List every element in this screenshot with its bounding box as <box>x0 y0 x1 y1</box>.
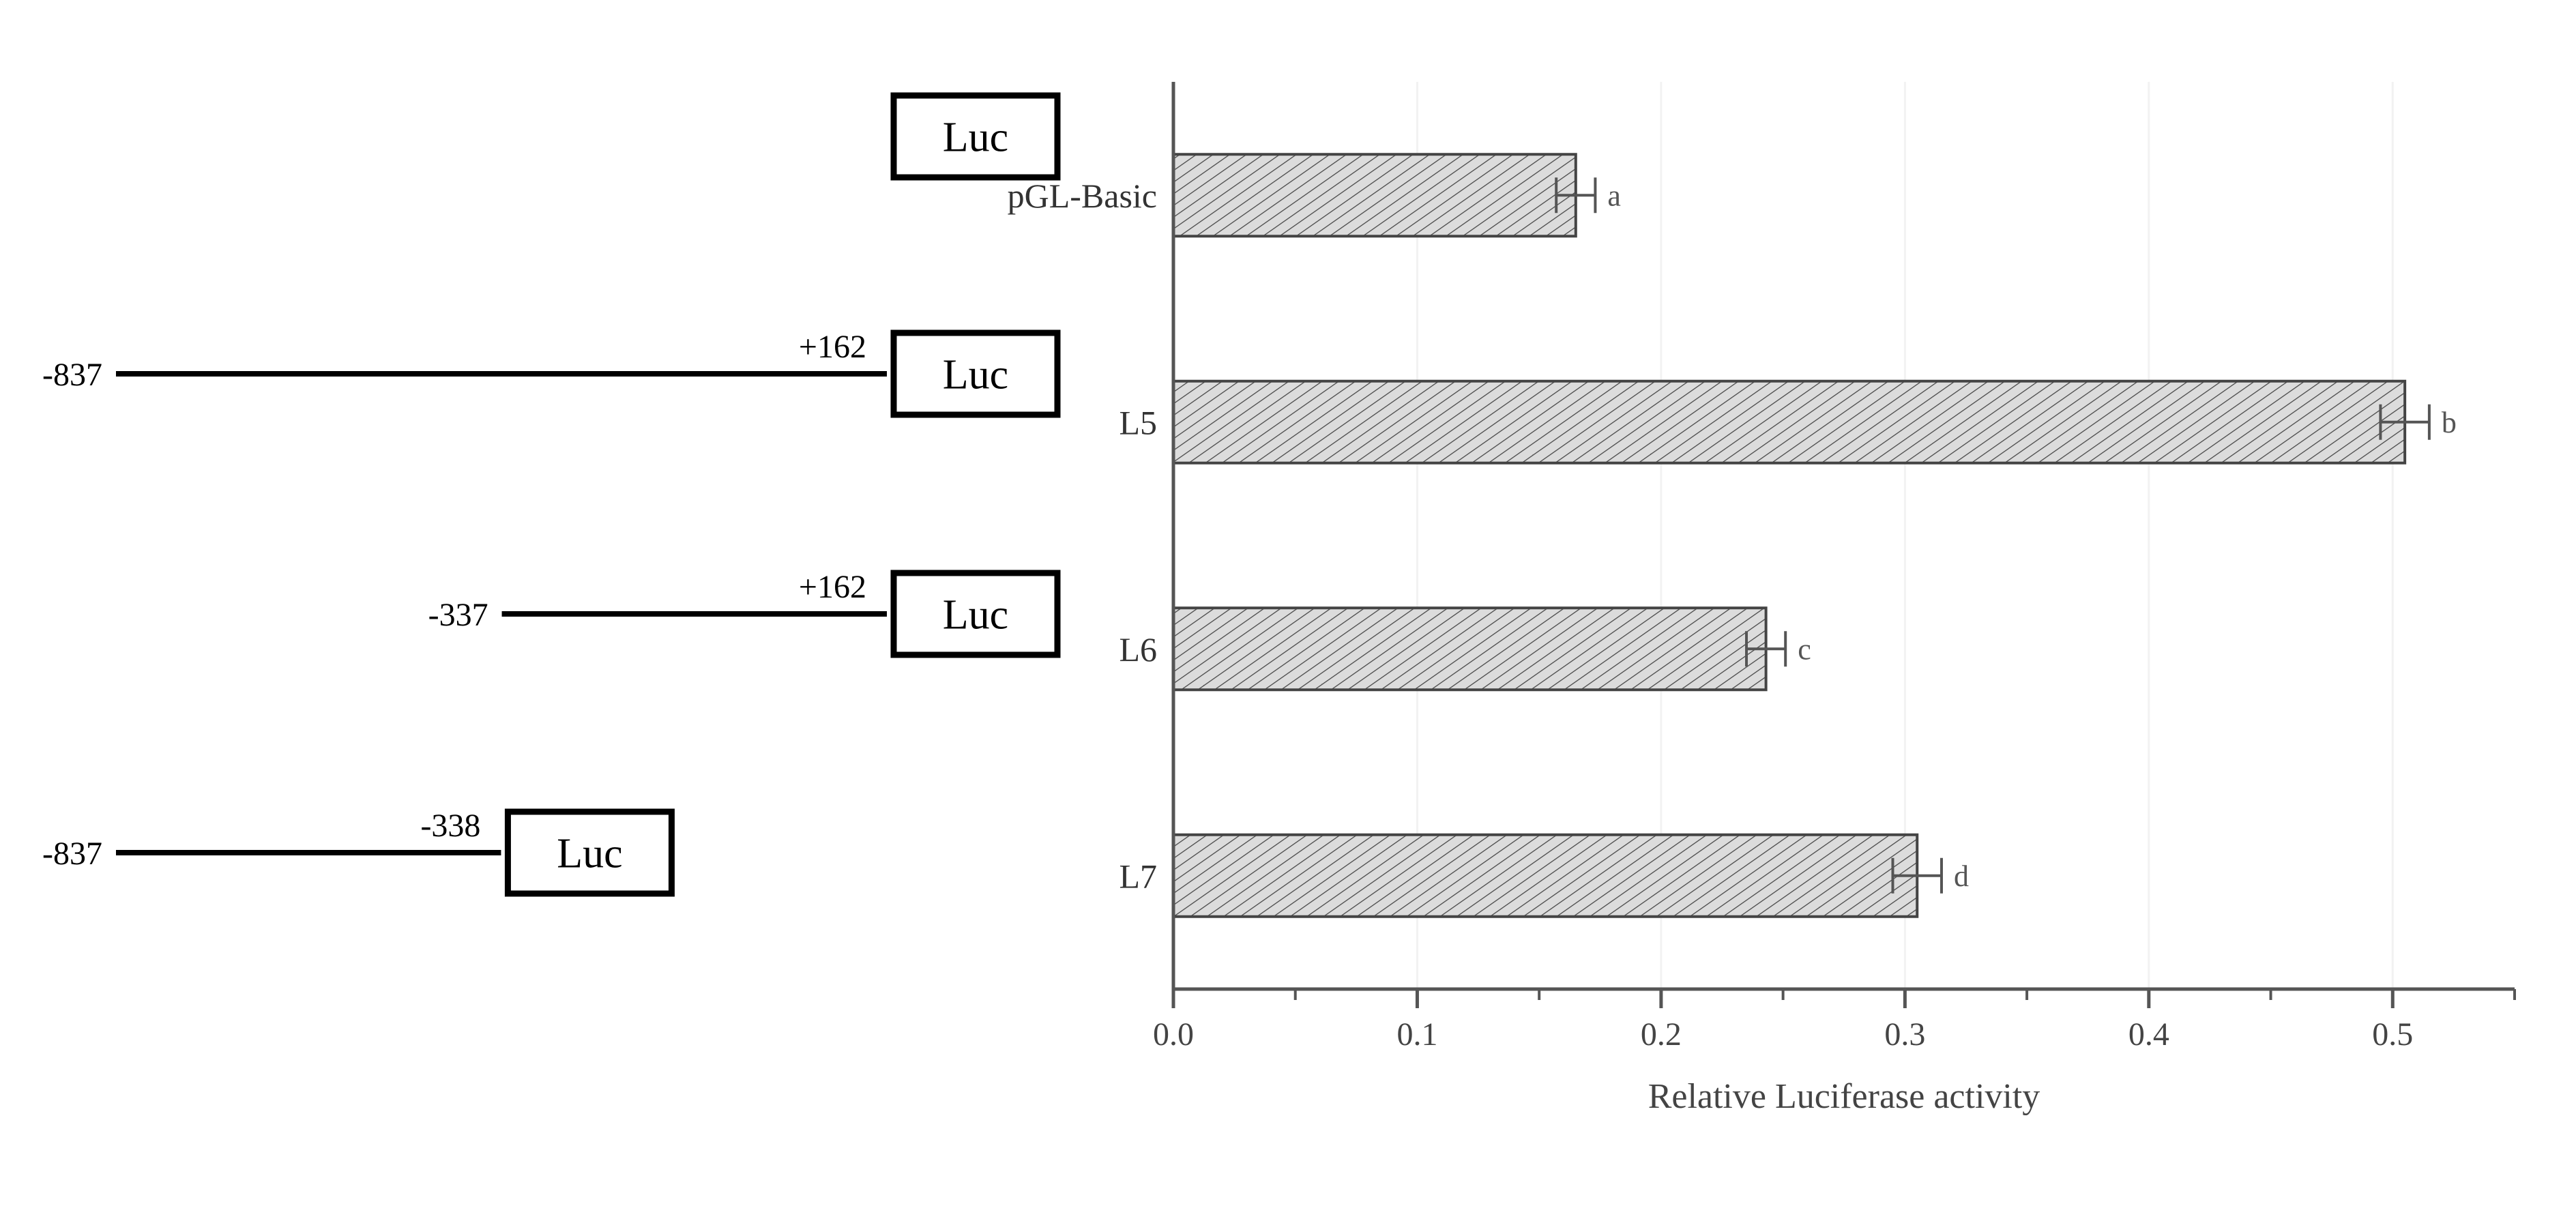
category-label: L6 <box>1119 630 1157 668</box>
construct-diagram: Luc -837 +162 Luc -337 +162 Luc -837 -338 Luc <box>42 95 1057 894</box>
significance-letter: b <box>2442 406 2457 439</box>
significance-letter: c <box>1798 633 1811 666</box>
x-tick-label: 0.4 <box>2128 1016 2169 1053</box>
bar-l6 <box>1173 608 1766 690</box>
x-tick-label: 0.1 <box>1396 1016 1437 1053</box>
category-label: L5 <box>1119 403 1157 441</box>
luc-box-label: Luc <box>557 831 622 877</box>
construct-start-label: -337 <box>428 597 488 633</box>
significance-letter: a <box>1607 179 1621 213</box>
luc-box-label: Luc <box>943 592 1008 638</box>
construct-end-label: +162 <box>799 329 866 365</box>
category-label: L7 <box>1119 857 1157 895</box>
x-axis-title: Relative Luciferase activity <box>1648 1077 2040 1116</box>
construct-start-label: -837 <box>42 836 102 872</box>
luciferase-bar-chart: a pGL-Basic b L5 c L6 d L7 0.0 0.1 0.2 0.3 0.4 0.5 Rel… <box>1008 82 2515 1116</box>
x-tick-label: 0.2 <box>1641 1016 1682 1053</box>
significance-letter: d <box>1954 859 1969 893</box>
bar-pgl-basic <box>1173 154 1576 236</box>
bar-l5 <box>1173 381 2405 463</box>
luc-box-label: Luc <box>943 115 1008 161</box>
category-label: pGL-Basic <box>1008 177 1157 215</box>
construct-end-label: -338 <box>420 808 480 844</box>
x-tick-label: 0.0 <box>1153 1016 1194 1053</box>
construct-end-label: +162 <box>799 569 866 605</box>
construct-start-label: -837 <box>42 357 102 393</box>
luc-box-label: Luc <box>943 352 1008 398</box>
x-tick-label: 0.3 <box>1884 1016 1925 1053</box>
x-tick-label: 0.5 <box>2372 1016 2413 1053</box>
bar-l7 <box>1173 835 1917 917</box>
